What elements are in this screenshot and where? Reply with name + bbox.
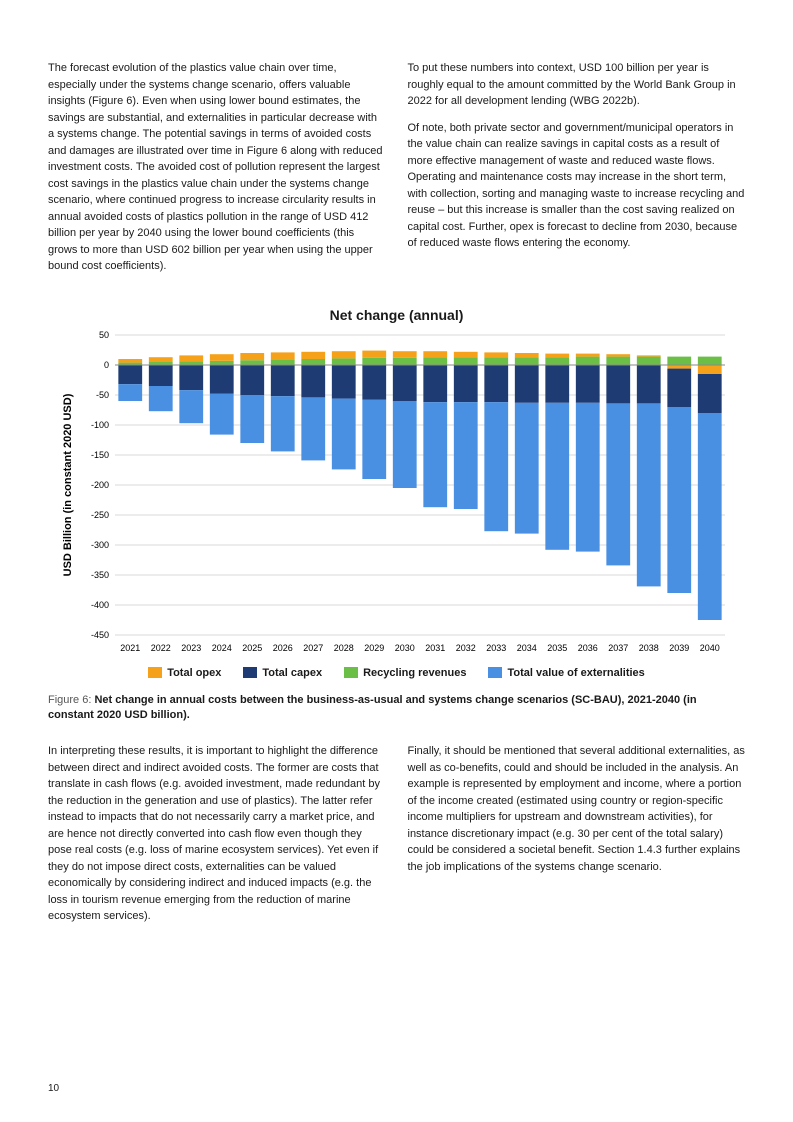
svg-text:-200: -200	[90, 480, 108, 490]
paragraph: The forecast evolution of the plastics v…	[48, 60, 386, 275]
figure-caption: Figure 6: Net change in annual costs bet…	[48, 693, 745, 724]
svg-text:2039: 2039	[669, 643, 689, 653]
svg-text:-350: -350	[90, 570, 108, 580]
svg-text:2027: 2027	[303, 643, 323, 653]
svg-text:2023: 2023	[181, 643, 201, 653]
svg-text:2034: 2034	[516, 643, 536, 653]
chart-svg-wrap: 50 0 -50 -100 -150 -200 -250 -300 -350 -400 -450 US…	[48, 329, 745, 659]
legend-label: Total opex	[167, 667, 221, 679]
chart-title: Net change (annual)	[48, 307, 745, 323]
svg-text:2040: 2040	[699, 643, 719, 653]
svg-text:2031: 2031	[425, 643, 445, 653]
svg-text:2032: 2032	[455, 643, 475, 653]
bar-chart: 50 0 -50 -100 -150 -200 -250 -300 -350 -400 -450 US…	[57, 329, 737, 659]
paragraph: In interpreting these results, it is imp…	[48, 743, 386, 925]
paragraph: To put these numbers into context, USD 1…	[408, 60, 746, 110]
legend-item: Total value of externalities	[488, 667, 644, 679]
svg-text:-250: -250	[90, 510, 108, 520]
top-right-column: To put these numbers into context, USD 1…	[408, 60, 746, 285]
bottom-text-columns: In interpreting these results, it is imp…	[48, 743, 745, 935]
bottom-left-column: In interpreting these results, it is imp…	[48, 743, 386, 935]
svg-text:2030: 2030	[394, 643, 414, 653]
legend-item: Total capex	[243, 667, 322, 679]
legend-swatch	[243, 667, 257, 678]
paragraph: Finally, it should be mentioned that sev…	[408, 743, 746, 875]
svg-text:-300: -300	[90, 540, 108, 550]
svg-text:2038: 2038	[638, 643, 658, 653]
svg-text:-50: -50	[95, 390, 108, 400]
page-number: 10	[48, 1083, 59, 1094]
chart-legend: Total opex Total capex Recycling revenues T…	[48, 667, 745, 679]
chart-figure: Net change (annual) 50 0 -50 -100 -150 -200 -2…	[48, 307, 745, 679]
top-text-columns: The forecast evolution of the plastics v…	[48, 60, 745, 285]
top-left-column: The forecast evolution of the plastics v…	[48, 60, 386, 285]
legend-label: Total capex	[262, 667, 322, 679]
svg-text:2036: 2036	[577, 643, 597, 653]
svg-text:-150: -150	[90, 450, 108, 460]
legend-label: Recycling revenues	[363, 667, 466, 679]
svg-text:2025: 2025	[242, 643, 262, 653]
svg-text:2037: 2037	[608, 643, 628, 653]
legend-swatch	[148, 667, 162, 678]
figure-title: Net change in annual costs between the b…	[48, 694, 697, 721]
svg-text:USD Billion (in constant 2020: USD Billion (in constant 2020 USD)	[62, 393, 74, 576]
bottom-right-column: Finally, it should be mentioned that sev…	[408, 743, 746, 935]
svg-text:2033: 2033	[486, 643, 506, 653]
svg-text:2026: 2026	[272, 643, 292, 653]
paragraph: Of note, both private sector and governm…	[408, 120, 746, 252]
svg-text:-450: -450	[90, 630, 108, 640]
legend-label: Total value of externalities	[507, 667, 644, 679]
legend-item: Total opex	[148, 667, 221, 679]
svg-text:2022: 2022	[150, 643, 170, 653]
figure-label: Figure 6:	[48, 694, 94, 706]
svg-text:50: 50	[98, 330, 108, 340]
legend-swatch	[488, 667, 502, 678]
svg-text:-100: -100	[90, 420, 108, 430]
svg-text:2028: 2028	[333, 643, 353, 653]
legend-item: Recycling revenues	[344, 667, 466, 679]
legend-swatch	[344, 667, 358, 678]
svg-text:-400: -400	[90, 600, 108, 610]
svg-text:2035: 2035	[547, 643, 567, 653]
svg-text:0: 0	[103, 360, 108, 370]
svg-text:2021: 2021	[120, 643, 140, 653]
svg-text:2024: 2024	[211, 643, 231, 653]
svg-text:2029: 2029	[364, 643, 384, 653]
